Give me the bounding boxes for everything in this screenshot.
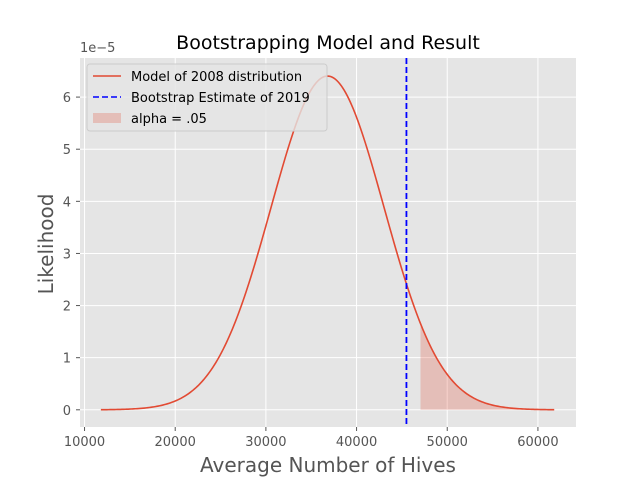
x-tick-label: 50000	[427, 435, 468, 450]
legend-box	[86, 63, 328, 132]
x-tick-label: 10000	[64, 435, 105, 450]
chart-title: Bootstrapping Model and Result	[176, 32, 480, 54]
x-tick-label: 20000	[155, 435, 196, 450]
y-tick-label: 3	[63, 247, 71, 262]
y-axis-label: Likelihood	[34, 194, 58, 295]
alpha-shaded-region	[420, 323, 555, 410]
x-axis-label: Average Number of Hives	[200, 453, 456, 477]
y-tick-label: 1	[63, 352, 71, 367]
legend-label-model: Model of 2008 distribution	[131, 70, 302, 85]
legend-label-alpha: alpha = .05	[131, 112, 207, 127]
y-tick-label: 2	[63, 300, 71, 315]
legend-swatch-alpha	[93, 113, 121, 123]
series-lines	[100, 58, 555, 427]
legend: Model of 2008 distribution Bootstrap Est…	[86, 63, 328, 132]
y-tick-label: 0	[63, 404, 71, 419]
tick-labels: 10000 20000 30000 40000 50000 60000 0 1 2 3 4 5 6	[63, 91, 559, 450]
x-tick-label: 60000	[517, 435, 558, 450]
x-tick-label: 40000	[336, 435, 377, 450]
y-tick-label: 5	[63, 143, 71, 158]
y-tick-label: 6	[63, 91, 71, 106]
y-tick-label: 4	[63, 195, 71, 210]
x-tick-label: 30000	[245, 435, 286, 450]
legend-label-bootstrap: Bootstrap Estimate of 2019	[131, 91, 310, 106]
model-2008-line	[100, 75, 555, 411]
y-scale-note: 1e−5	[80, 41, 115, 56]
alpha-region-fill	[420, 323, 555, 410]
